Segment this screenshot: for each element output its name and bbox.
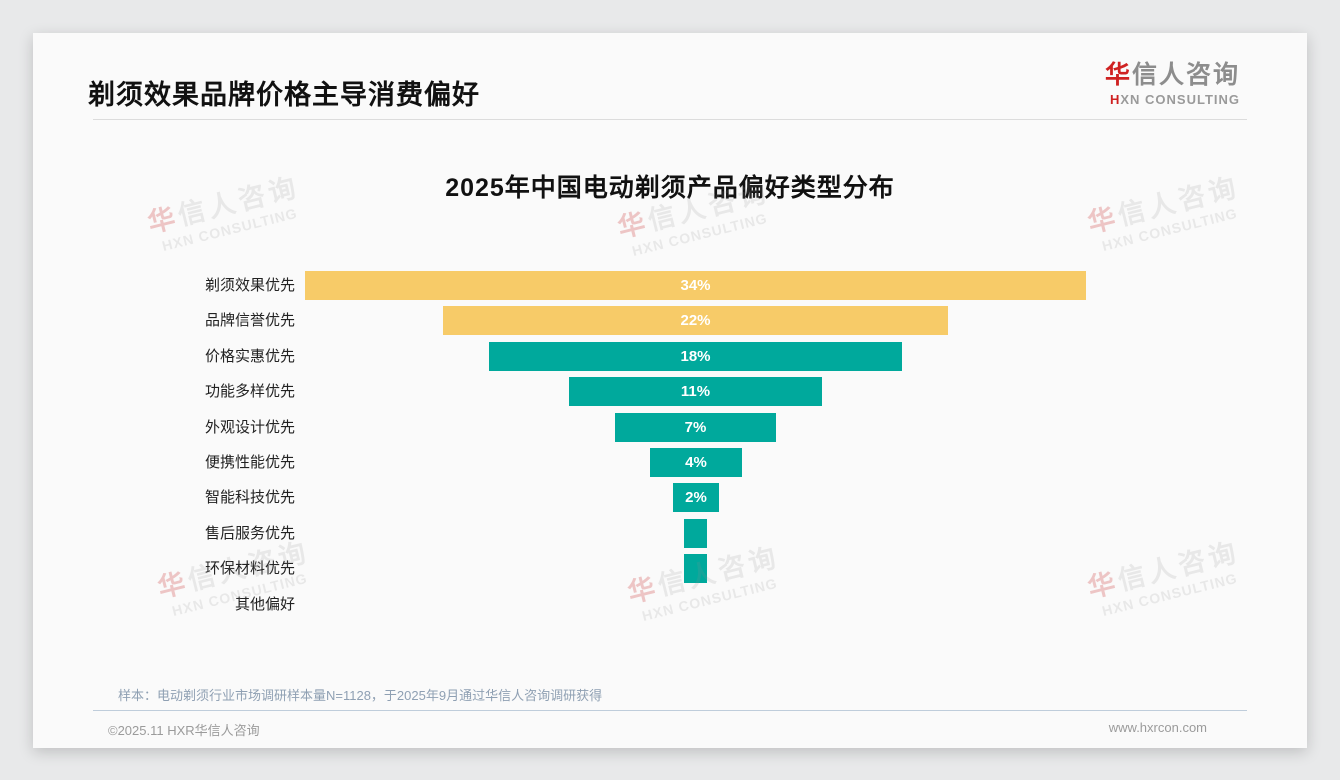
footer-divider <box>93 710 1247 711</box>
logo-english-text: HXN CONSULTING <box>1105 92 1240 107</box>
header-divider <box>93 119 1247 120</box>
logo-en-accent: H <box>1109 92 1121 107</box>
copyright-text: ©2025.11 HXR华信人咨询 <box>108 723 260 738</box>
funnel-bar: 2% <box>673 483 719 512</box>
category-label: 外观设计优先 <box>204 419 295 436</box>
page-title: 剃须效果品牌价格主导消费偏好 <box>88 80 480 110</box>
category-label: 功能多样优先 <box>204 383 295 400</box>
category-label: 价格实惠优先 <box>204 348 295 365</box>
funnel-bar: 11% <box>569 377 822 406</box>
report-card: 剃须效果品牌价格主导消费偏好 华信人咨询 HXN CONSULTING 2025… <box>33 33 1307 748</box>
funnel-bar: 4% <box>650 448 742 477</box>
category-label: 其他偏好 <box>234 596 295 613</box>
logo-en-rest: XN CONSULTING <box>1120 92 1240 107</box>
category-label: 环保材料优先 <box>204 560 295 577</box>
funnel-bar: 22% <box>443 306 948 335</box>
chart-title: 2025年中国电动剃须产品偏好类型分布 <box>445 174 895 202</box>
sample-note: 样本：电动剃须行业市场调研样本量N=1128，于2025年9月通过华信人咨询调研… <box>118 688 603 703</box>
logo-chinese-text: 华信人咨询 <box>1105 55 1240 91</box>
website-text: www.hxrcon.com <box>1108 720 1207 735</box>
funnel-bar <box>684 519 707 548</box>
company-logo: 华信人咨询 HXN CONSULTING <box>1105 55 1240 107</box>
category-label: 剃须效果优先 <box>204 277 295 294</box>
funnel-chart: 剃须效果优先 34% 品牌信誉优先 22% 价格实惠优先 18% 功能多样优先 11% 外观设计… <box>33 271 1307 627</box>
category-label: 智能科技优先 <box>204 489 295 506</box>
funnel-bar: 7% <box>615 413 776 442</box>
funnel-bar <box>684 554 707 583</box>
logo-cn-accent: 华 <box>1104 61 1132 89</box>
funnel-bar: 34% <box>305 271 1086 300</box>
category-label: 便携性能优先 <box>204 454 295 471</box>
logo-cn-rest: 信人咨询 <box>1131 61 1240 89</box>
funnel-bar: 18% <box>489 342 902 371</box>
category-label: 售后服务优先 <box>204 525 295 542</box>
category-label: 品牌信誉优先 <box>204 312 295 329</box>
